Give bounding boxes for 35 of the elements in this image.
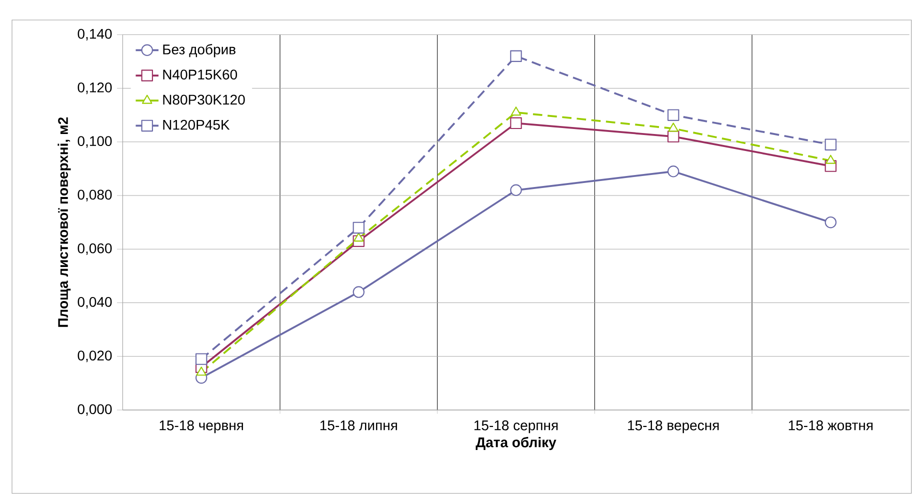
point — [667, 109, 680, 121]
point — [668, 122, 678, 132]
y-tick-label: 0,120 — [78, 82, 112, 94]
x-tick-label: 15-18 жовтня — [788, 420, 873, 430]
point — [824, 216, 837, 228]
point — [667, 130, 680, 142]
x-axis-title: Дата обліку — [476, 436, 556, 450]
legend-label: N80P30K120 — [163, 94, 245, 105]
point — [352, 222, 365, 234]
point — [354, 232, 364, 242]
y-tick-label: 0,100 — [78, 136, 112, 148]
x-tick-label: 15-18 червня — [160, 420, 243, 434]
point — [826, 154, 836, 164]
y-tick-label: 0,000 — [78, 404, 112, 416]
x-tick-label: 15-18 серпня — [474, 420, 558, 434]
y-tick-label: 0,140 — [78, 28, 112, 40]
x-tick-label: 15-18 липня — [320, 420, 397, 430]
point — [352, 286, 365, 298]
y-tick-label: 0,060 — [78, 243, 112, 255]
point — [510, 106, 522, 116]
point — [510, 50, 522, 62]
point — [196, 366, 206, 376]
point — [510, 117, 522, 130]
point — [824, 138, 837, 150]
y-tick-label: 0,080 — [78, 190, 112, 202]
point — [195, 353, 208, 365]
y-axis-title: Площа листкової поверхні, м2 — [58, 117, 71, 327]
legend-label: Без добрив — [163, 44, 236, 58]
point — [667, 166, 680, 178]
y-tick-label: 0,040 — [78, 296, 112, 309]
y-tick-label: 0,020 — [78, 350, 112, 362]
legend-label: N120P45K — [163, 120, 230, 130]
legend-label: N40P15K60 — [163, 70, 238, 80]
point — [510, 184, 522, 196]
x-tick-label: 15-18 вересня — [628, 420, 719, 434]
